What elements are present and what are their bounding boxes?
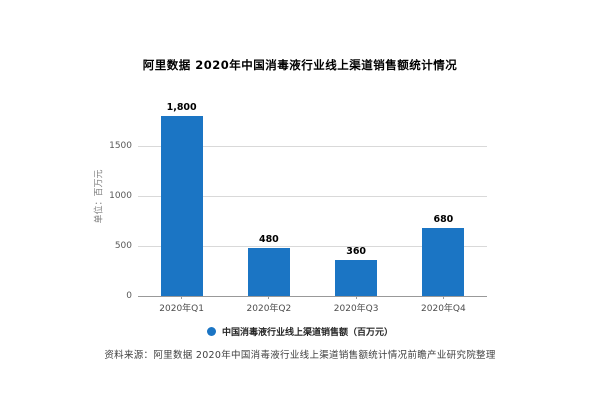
x-tick-mark bbox=[181, 296, 183, 299]
bar bbox=[335, 260, 378, 296]
x-tick-label: 2020年Q2 bbox=[246, 304, 292, 314]
plot-area: 0 500 1000 1500 1,800 2020年Q1 480 2020年Q2 360 202… bbox=[109, 96, 487, 314]
gridline bbox=[138, 195, 487, 197]
bar bbox=[160, 116, 203, 296]
x-tick-label: 2020年Q4 bbox=[421, 304, 466, 314]
legend-label: 中国消毒液行业线上渠道销售额（百万元） bbox=[221, 328, 393, 338]
gridline bbox=[138, 245, 487, 247]
x-tick-label: 2020年Q3 bbox=[333, 304, 379, 314]
x-axis-line bbox=[138, 295, 487, 297]
y-tick-label: 1500 bbox=[109, 140, 132, 151]
source-note: 资料来源：阿里数据 2020年中国消毒液行业线上渠道销售额统计情况前瞻产业研究院… bbox=[104, 350, 496, 361]
bar bbox=[422, 228, 465, 296]
bar bbox=[247, 248, 290, 296]
y-tick-label: 1000 bbox=[109, 190, 132, 201]
x-tick-mark bbox=[442, 296, 444, 299]
y-tick-label: 500 bbox=[114, 240, 132, 251]
legend-marker-icon bbox=[206, 327, 216, 336]
bar-value-label: 360 bbox=[346, 246, 367, 257]
legend: 中国消毒液行业线上渠道销售额（百万元） bbox=[0, 325, 600, 338]
x-tick-mark bbox=[355, 296, 357, 299]
x-tick-label: 2020年Q1 bbox=[159, 304, 204, 314]
bar-value-label: 480 bbox=[258, 234, 279, 245]
chart-title: 阿里数据 2020年中国消毒液行业线上渠道销售额统计情况 bbox=[142, 58, 458, 72]
gridline bbox=[138, 145, 487, 147]
y-tick-label: 0 bbox=[126, 290, 132, 301]
bar-value-label: 680 bbox=[433, 214, 454, 225]
x-tick-mark bbox=[268, 296, 270, 299]
bar-value-label: 1,800 bbox=[166, 102, 197, 113]
